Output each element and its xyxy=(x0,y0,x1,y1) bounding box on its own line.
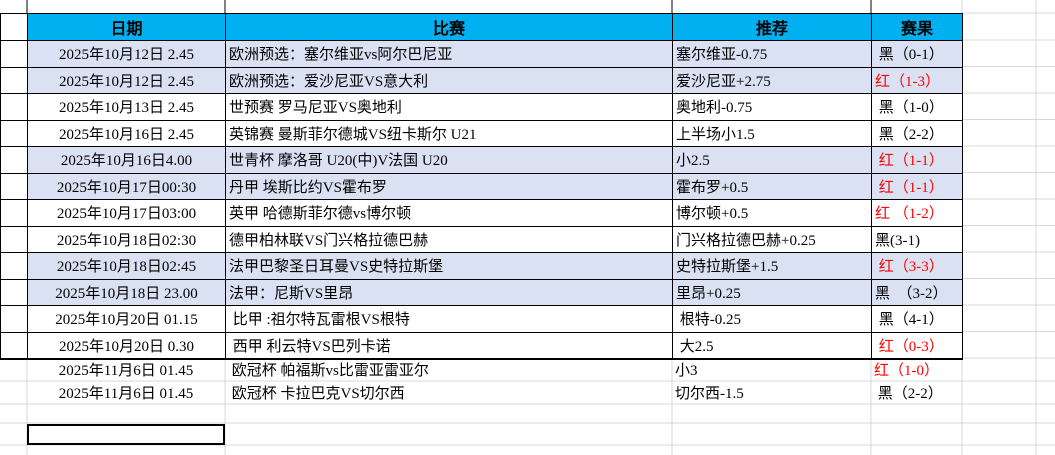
table-row: 2025年10月12日 2.45 欧洲预选：塞尔维亚vs阿尔巴尼亚 塞尔维亚-0.7… xyxy=(0,40,963,68)
cell-date[interactable]: 2025年10月20日 0.30 xyxy=(27,331,226,360)
header-row: 日期 比赛 推荐 赛果 xyxy=(0,13,963,41)
gutter-cell[interactable] xyxy=(0,305,28,333)
predictions-table-unbordered: 2025年11月6日 01.45 欧冠杯 帕福斯vs比雷亚雷亚尔 小3 红（1-0）… xyxy=(0,358,962,404)
gutter-cell[interactable] xyxy=(0,278,28,306)
cell-date[interactable]: 2025年10月12日 2.45 xyxy=(27,40,226,68)
cell-result[interactable]: 红（1-0） xyxy=(874,363,939,379)
cell-result[interactable]: 红 （1-2） xyxy=(871,199,963,227)
header-match[interactable]: 比赛 xyxy=(225,13,673,41)
cell-tip[interactable]: 奥地利-0.75 xyxy=(672,93,872,121)
cell-result[interactable]: 红（0-3） xyxy=(871,331,963,360)
cell-match[interactable]: 英甲 哈德斯菲尔德vs博尔顿 xyxy=(225,199,673,227)
table-row: 2025年10月13日 2.45 世预赛 罗马尼亚VS奥地利 奥地利-0.75 黑（… xyxy=(0,93,963,121)
table-row: 2025年10月17日00:30 丹甲 埃斯比约VS霍布罗 霍布罗+0.5 红（1-… xyxy=(0,172,963,200)
cell-result[interactable]: 黑（2-2） xyxy=(871,119,963,147)
table-row: 2025年10月17日03:00 英甲 哈德斯菲尔德vs博尔顿 博尔顿+0.5 红 （… xyxy=(0,199,963,227)
table-row: 2025年10月20日 01.15 比甲 :祖尔特瓦雷根VS根特 根特-0.25… xyxy=(0,305,963,333)
cell-date[interactable]: 2025年10月16日4.00 xyxy=(27,146,226,174)
table-row: 2025年10月18日 23.00 法甲：尼斯VS里昂 里昂+0.25 黑 （3-2） xyxy=(0,278,963,306)
cell-tip[interactable]: 上半场小1.5 xyxy=(672,119,872,147)
header-result[interactable]: 赛果 xyxy=(871,13,963,41)
cell-result[interactable]: 黑（2-2） xyxy=(874,386,943,402)
header-date[interactable]: 日期 xyxy=(27,13,226,41)
cell-date[interactable]: 2025年10月13日 2.45 xyxy=(27,93,226,121)
gutter-cell[interactable] xyxy=(0,93,28,121)
cell-date[interactable]: 2025年10月17日00:30 xyxy=(27,172,226,200)
cell-date[interactable]: 2025年10月18日02:30 xyxy=(27,225,226,253)
cell-match[interactable]: 法甲：尼斯VS里昂 xyxy=(225,278,673,306)
table-row: 2025年10月18日02:30 德甲柏林联VS门兴格拉德巴赫 门兴格拉德巴赫+0.… xyxy=(0,225,963,253)
gutter-cell[interactable] xyxy=(0,381,27,404)
cell-result[interactable]: 黑（1-0） xyxy=(871,93,963,121)
gutter-cell[interactable] xyxy=(0,199,28,227)
cell-result[interactable]: 黑 （3-2） xyxy=(871,278,963,306)
gutter-cell[interactable] xyxy=(0,66,28,94)
cell-tip[interactable]: 门兴格拉德巴赫+0.25 xyxy=(672,225,872,253)
cell-tip[interactable]: 爱沙尼亚+2.75 xyxy=(672,66,872,94)
predictions-table: 日期 比赛 推荐 赛果 2025年10月12日 2.45 欧洲预选：塞尔维亚vs阿… xyxy=(0,13,963,360)
cell-match[interactable]: 欧冠杯 卡拉巴克VS切尔西 xyxy=(228,386,405,402)
cell-tip[interactable]: 霍布罗+0.5 xyxy=(672,172,872,200)
cell-result[interactable]: 红（1-1） xyxy=(871,172,963,200)
cell-date[interactable]: 2025年10月16日 2.45 xyxy=(27,119,226,147)
cell-date[interactable]: 2025年10月20日 01.15 xyxy=(27,305,226,333)
gutter-cell[interactable] xyxy=(0,331,28,360)
active-cell[interactable] xyxy=(27,424,225,445)
table-row: 2025年10月16日 2.45 英锦赛 曼斯菲尔德城VS纽卡斯尔 U21 上半场小… xyxy=(0,119,963,147)
cell-tip[interactable]: 大2.5 xyxy=(672,331,872,360)
table-row: 2025年11月6日 01.45 欧冠杯 卡拉巴克VS切尔西 切尔西-1.5 黑（… xyxy=(0,381,962,404)
cell-tip[interactable]: 小2.5 xyxy=(672,146,872,174)
cell-match[interactable]: 世青杯 摩洛哥 U20(中)V法国 U20 xyxy=(225,146,673,174)
cell-result[interactable]: 红（3-3） xyxy=(871,252,963,280)
cell-date[interactable]: 2025年11月6日 01.45 xyxy=(58,363,194,379)
cell-date[interactable]: 2025年10月17日03:00 xyxy=(27,199,226,227)
gutter-header-cell[interactable] xyxy=(0,13,28,41)
cell-tip[interactable]: 小3 xyxy=(675,363,698,379)
cell-date[interactable]: 2025年10月18日 23.00 xyxy=(27,278,226,306)
gutter-cell[interactable] xyxy=(0,172,28,200)
cell-match[interactable]: 英锦赛 曼斯菲尔德城VS纽卡斯尔 U21 xyxy=(225,119,673,147)
cell-match[interactable]: 丹甲 埃斯比约VS霍布罗 xyxy=(225,172,673,200)
gutter-cell[interactable] xyxy=(0,40,28,68)
cell-match[interactable]: 欧洲预选：爱沙尼亚VS意大利 xyxy=(225,66,673,94)
gutter-cell[interactable] xyxy=(0,252,28,280)
cell-tip[interactable]: 根特-0.25 xyxy=(672,305,872,333)
cell-match[interactable]: 欧洲预选：塞尔维亚vs阿尔巴尼亚 xyxy=(225,40,673,68)
cell-tip[interactable]: 切尔西-1.5 xyxy=(675,386,744,402)
cell-match[interactable]: 世预赛 罗马尼亚VS奥地利 xyxy=(225,93,673,121)
cell-date[interactable]: 2025年11月6日 01.45 xyxy=(58,386,194,402)
table-row: 2025年10月12日 2.45 欧洲预选：爱沙尼亚VS意大利 爱沙尼亚+2.75 红… xyxy=(0,66,963,94)
cell-result[interactable]: 红（1-3） xyxy=(871,66,963,94)
cell-result[interactable]: 黑（0-1） xyxy=(871,40,963,68)
cell-match[interactable]: 比甲 :祖尔特瓦雷根VS根特 xyxy=(225,305,673,333)
cell-tip[interactable]: 里昂+0.25 xyxy=(672,278,872,306)
gutter-cell[interactable] xyxy=(0,225,28,253)
table-row: 2025年10月18日02:45 法甲巴黎圣日耳曼VS史特拉斯堡 史特拉斯堡+1.5… xyxy=(0,252,963,280)
gutter-cell[interactable] xyxy=(0,146,28,174)
table-row: 2025年11月6日 01.45 欧冠杯 帕福斯vs比雷亚雷亚尔 小3 红（1-0） xyxy=(0,358,962,381)
table-row: 2025年10月16日4.00 世青杯 摩洛哥 U20(中)V法国 U20 小2.5… xyxy=(0,146,963,174)
cell-date[interactable]: 2025年10月12日 2.45 xyxy=(27,66,226,94)
cell-tip[interactable]: 博尔顿+0.5 xyxy=(672,199,872,227)
cell-match[interactable]: 德甲柏林联VS门兴格拉德巴赫 xyxy=(225,225,673,253)
cell-tip[interactable]: 史特拉斯堡+1.5 xyxy=(672,252,872,280)
gutter-cell[interactable] xyxy=(0,358,27,381)
header-tip[interactable]: 推荐 xyxy=(672,13,872,41)
table-row: 2025年10月20日 0.30 西甲 利云特VS巴列卡诺 大2.5 红（0-3… xyxy=(0,331,963,360)
gutter-cell[interactable] xyxy=(0,119,28,147)
cell-date[interactable]: 2025年10月18日02:45 xyxy=(27,252,226,280)
cell-match[interactable]: 西甲 利云特VS巴列卡诺 xyxy=(225,331,673,360)
cell-result[interactable]: 红（1-1） xyxy=(871,146,963,174)
cell-match[interactable]: 欧冠杯 帕福斯vs比雷亚雷亚尔 xyxy=(228,363,429,379)
cell-tip[interactable]: 塞尔维亚-0.75 xyxy=(672,40,872,68)
cell-result[interactable]: 黑(3-1) xyxy=(871,225,963,253)
cell-match[interactable]: 法甲巴黎圣日耳曼VS史特拉斯堡 xyxy=(225,252,673,280)
cell-result[interactable]: 黑（4-1） xyxy=(871,305,963,333)
